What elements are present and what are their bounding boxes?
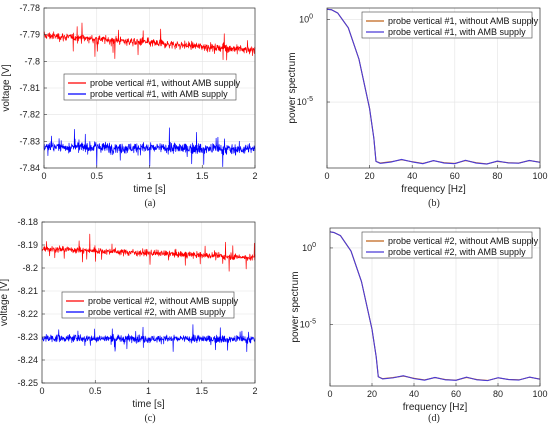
legend: probe vertical #2, without AMB supplypro… [361, 231, 539, 259]
y-axis-label: power spectrum [290, 271, 301, 342]
y-axis-label: voltage [V] [0, 279, 10, 326]
x-tick-label: 100 [532, 171, 547, 181]
x-tick-label: 20 [365, 171, 375, 181]
x-tick-label: 40 [407, 171, 417, 181]
y-tick-label: -7.78 [19, 3, 40, 13]
legend-box [361, 231, 533, 259]
x-tick-label: 0 [324, 171, 329, 181]
x-tick-label: 20 [367, 389, 377, 399]
x-tick-label: 1 [146, 386, 151, 396]
y-tick-label: -8.25 [17, 378, 38, 388]
x-tick-label: 0 [41, 171, 46, 181]
y-axis-label: voltage [V] [1, 64, 12, 111]
series-line-1 [326, 8, 541, 165]
legend-box [61, 291, 235, 319]
panel-label: (b) [428, 198, 440, 209]
x-tick-label: 2 [252, 171, 257, 181]
legend-label: probe vertical #1, with AMB supply [90, 89, 228, 99]
y-tick-label: -8.19 [17, 240, 38, 250]
x-tick-label: 60 [451, 389, 461, 399]
y-tick-label: -8.18 [17, 217, 38, 227]
legend: probe vertical #2, without AMB supplypro… [61, 291, 239, 319]
x-tick-label: 1.5 [195, 386, 208, 396]
series-line-1 [43, 127, 256, 168]
x-tick-label: 2 [252, 386, 257, 396]
y-tick-label: -8.22 [17, 309, 38, 319]
x-axis-label: time [s] [133, 184, 165, 195]
legend-label: probe vertical #1, without AMB supply [388, 16, 539, 26]
legend-label: probe vertical #2, with AMB supply [88, 307, 226, 317]
legend: probe vertical #1, without AMB supplypro… [63, 73, 241, 101]
x-tick-label: 80 [492, 171, 502, 181]
y-tick-label: -7.81 [19, 83, 40, 93]
legend: probe vertical #1, without AMB supplypro… [361, 11, 539, 39]
y-tick-label: -8.2 [22, 263, 38, 273]
y-tick-label: 10-5 [300, 319, 316, 330]
legend-label: probe vertical #1, without AMB supply [90, 78, 241, 88]
x-tick-label: 80 [493, 389, 503, 399]
series-line-1 [41, 324, 256, 353]
y-tick-label: 100 [302, 242, 316, 253]
x-tick-label: 60 [450, 171, 460, 181]
legend-box [63, 73, 237, 101]
x-tick-label: 0.5 [89, 386, 102, 396]
x-axis-label: time [s] [132, 399, 164, 410]
x-tick-label: 40 [409, 389, 419, 399]
legend-box [361, 11, 533, 39]
x-axis-label: frequency [Hz] [403, 402, 468, 413]
x-tick-label: 1 [147, 171, 152, 181]
legend-label: probe vertical #1, with AMB supply [388, 27, 526, 37]
x-tick-label: 0.5 [90, 171, 103, 181]
y-tick-label: -7.83 [19, 136, 40, 146]
x-axis-label: frequency [Hz] [401, 184, 466, 195]
y-tick-label: -7.8 [24, 56, 40, 66]
legend-label: probe vertical #2, without AMB supply [88, 296, 239, 306]
y-tick-label: -8.24 [17, 355, 38, 365]
y-tick-label: -8.21 [17, 286, 38, 296]
axis-frame [326, 7, 541, 169]
chart-panel-d: 0 20 40 60 80 100 100 10-5 frequency [Hz] power s… [290, 227, 548, 424]
series-line-0 [41, 233, 256, 272]
chart-panel-a: 0 0.5 1 1.5 2 -7.84 -7.83 -7.82 -7.81 -7.8 -7.79 -7… [1, 3, 258, 209]
y-tick-label: -7.82 [19, 110, 40, 120]
panel-label: (a) [144, 198, 155, 209]
chart-panel-b: 0 20 40 60 80 100 100 10-5 frequency [Hz] power s… [287, 7, 548, 209]
x-tick-label: 0 [327, 389, 332, 399]
x-tick-label: 100 [532, 389, 547, 399]
series-line-0 [43, 22, 256, 61]
x-tick-label: 0 [39, 386, 44, 396]
y-tick-label: -7.84 [19, 163, 40, 173]
x-tick-label: 1.5 [196, 171, 209, 181]
y-axis-label: power spectrum [287, 52, 298, 123]
axis-frame [329, 227, 541, 387]
legend-label: probe vertical #2, without AMB supply [388, 236, 539, 246]
y-tick-label: 10-5 [297, 96, 313, 107]
panel-label: (c) [144, 413, 155, 424]
y-tick-label: -8.23 [17, 332, 38, 342]
chart-panel-c: 0 0.5 1 1.5 2 -8.25 -8.24 -8.23 -8.22 -8.21 -8.2 -8… [0, 217, 258, 424]
y-tick-label: -7.79 [19, 30, 40, 40]
legend-label: probe vertical #2, with AMB supply [388, 247, 526, 257]
series-line-1 [329, 231, 541, 382]
panel-label: (d) [428, 413, 440, 424]
y-tick-label: 100 [299, 14, 313, 25]
